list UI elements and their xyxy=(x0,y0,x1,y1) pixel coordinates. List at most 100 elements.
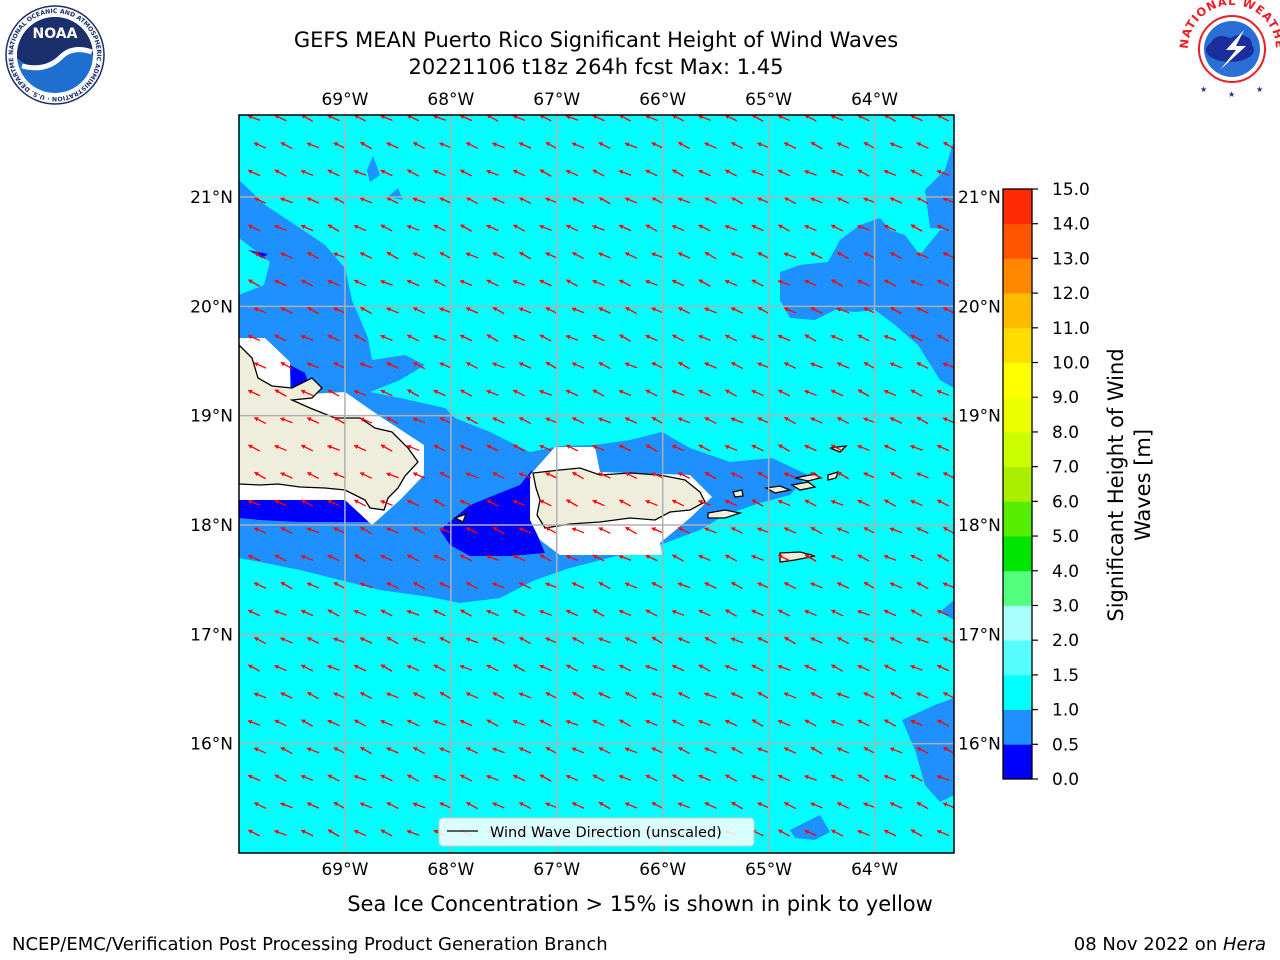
wave-direction-arrow xyxy=(857,609,870,616)
wave-direction-arrow xyxy=(910,224,923,232)
wave-direction-arrow xyxy=(359,802,373,809)
wave-direction-arrow xyxy=(783,252,797,259)
wave-direction-arrow xyxy=(518,527,532,534)
wave-direction-arrow xyxy=(465,252,479,259)
wave-direction-arrow xyxy=(943,746,954,755)
wave-direction-arrow xyxy=(910,774,923,782)
wave-direction-arrow xyxy=(486,224,499,232)
wave-direction-arrow xyxy=(280,581,293,590)
wave-direction-arrow xyxy=(571,527,585,534)
wave-direction-arrow xyxy=(306,582,320,589)
wave-direction-arrow xyxy=(486,554,499,561)
wave-direction-arrow xyxy=(406,829,420,836)
wave-direction-arrow xyxy=(836,802,850,809)
wave-direction-arrow xyxy=(380,774,393,782)
wave-direction-arrow xyxy=(354,554,366,562)
wave-direction-arrow xyxy=(704,802,717,809)
wave-direction-arrow xyxy=(704,692,717,699)
colorbar-tick-label: 11.0 xyxy=(1052,319,1090,339)
wave-direction-arrow xyxy=(883,499,897,507)
wave-direction-arrow xyxy=(353,774,367,781)
colorbar-segment xyxy=(1003,709,1032,745)
wave-direction-arrow xyxy=(300,499,314,507)
wave-direction-arrow xyxy=(730,472,744,479)
wave-direction-arrow xyxy=(380,279,393,286)
wave-direction-arrow xyxy=(492,306,505,315)
wave-direction-arrow xyxy=(804,279,817,287)
wave-direction-arrow xyxy=(459,389,473,397)
wave-direction-arrow xyxy=(300,554,314,561)
wave-direction-arrow xyxy=(353,279,367,287)
wave-direction-arrow xyxy=(651,472,664,479)
wave-direction-arrow xyxy=(757,802,770,809)
wave-direction-arrow xyxy=(645,554,658,562)
wave-direction-arrow xyxy=(353,609,367,617)
wave-direction-arrow xyxy=(777,554,791,562)
wave-direction-arrow xyxy=(359,252,373,259)
wave-direction-arrow xyxy=(306,417,320,424)
wave-direction-arrow xyxy=(327,609,340,617)
wave-direction-arrow xyxy=(645,389,658,397)
wave-direction-arrow xyxy=(247,444,261,452)
wave-direction-arrow xyxy=(645,444,658,452)
wave-direction-arrow xyxy=(253,416,267,425)
wave-direction-arrow xyxy=(598,196,611,205)
wave-direction-arrow xyxy=(280,197,293,204)
wave-direction-arrow xyxy=(598,417,611,424)
wave-direction-arrow xyxy=(492,471,505,480)
wave-direction-arrow xyxy=(539,169,552,177)
wave-direction-arrow xyxy=(783,527,797,534)
wave-direction-arrow xyxy=(433,115,446,121)
wave-direction-arrow xyxy=(406,169,420,177)
wave-direction-arrow xyxy=(810,637,823,644)
bottom-lon-tick-label: 68°W xyxy=(427,860,474,880)
wave-direction-arrow xyxy=(539,774,552,782)
noaa-logo: NATIONAL OCEANIC AND ATMOSPHERIC ADMINIS… xyxy=(0,0,105,105)
colorbar: 0.0 0.5 1.0 1.5 2.0 3.0 4.0 5.0 6.0 7.0 8.0 9.0 10.0… xyxy=(1002,180,1090,790)
wave-direction-arrow xyxy=(359,582,373,589)
wave-direction-arrow xyxy=(333,361,346,370)
wave-direction-arrow xyxy=(645,719,658,727)
wave-direction-arrow xyxy=(380,169,393,177)
bottom-lon-tick-label: 64°W xyxy=(851,860,898,880)
wave-direction-arrow xyxy=(254,471,266,480)
wave-direction-arrow xyxy=(565,389,579,397)
wave-direction-arrow xyxy=(592,115,605,122)
wave-direction-arrow xyxy=(247,389,261,397)
wave-direction-arrow xyxy=(539,664,552,672)
wave-direction-arrow xyxy=(571,197,585,204)
wave-direction-arrow xyxy=(810,141,823,150)
wave-direction-arrow xyxy=(492,197,505,204)
wave-direction-arrow xyxy=(916,637,929,644)
wave-direction-arrow xyxy=(545,472,558,479)
wave-direction-arrow xyxy=(730,692,744,699)
footer-right: 08 Nov 2022 on Hera xyxy=(1074,934,1266,955)
wave-direction-arrow xyxy=(406,774,420,782)
wave-direction-arrow xyxy=(863,252,876,259)
wave-direction-arrow xyxy=(857,664,870,672)
wave-direction-arrow xyxy=(830,719,844,726)
wave-direction-arrow xyxy=(618,719,632,727)
wave-direction-arrow xyxy=(889,417,903,424)
wave-direction-arrow xyxy=(651,581,664,590)
colorbar-tick-label: 1.0 xyxy=(1052,701,1079,721)
wave-direction-arrow xyxy=(280,746,293,755)
wave-direction-arrow xyxy=(677,802,691,809)
wave-direction-arrow xyxy=(359,526,373,535)
wave-direction-arrow xyxy=(830,169,844,177)
wave-direction-arrow xyxy=(598,746,611,755)
wave-direction-arrow xyxy=(492,691,505,700)
wave-direction-arrow xyxy=(863,581,876,590)
wave-direction-arrow xyxy=(300,224,314,232)
wave-direction-arrow xyxy=(306,362,320,369)
wave-direction-arrow xyxy=(412,361,426,370)
wave-direction-arrow xyxy=(804,115,817,122)
wave-direction-arrow xyxy=(412,417,426,424)
wave-direction-arrow xyxy=(857,224,870,231)
wave-direction-arrow xyxy=(512,444,526,452)
wave-direction-arrow xyxy=(777,334,791,342)
wave-direction-arrow xyxy=(433,279,446,287)
wave-direction-arrow xyxy=(783,747,797,754)
wave-direction-arrow xyxy=(327,444,340,451)
wave-direction-arrow xyxy=(274,829,287,836)
